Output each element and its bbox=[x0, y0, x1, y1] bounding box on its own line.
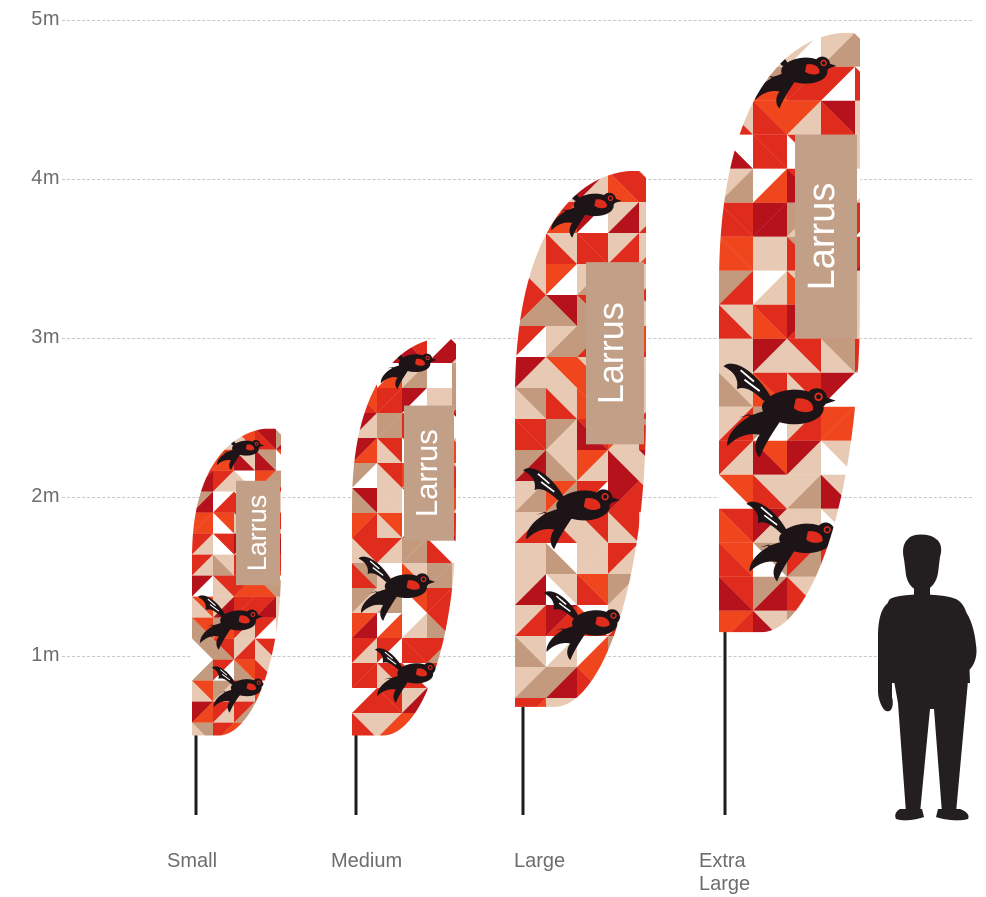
tick-label-2m: 2m bbox=[31, 485, 60, 507]
feather-flag-3: Larrus bbox=[719, 32, 860, 633]
tick-label-3m: 3m bbox=[31, 326, 60, 348]
gridline-4m bbox=[62, 179, 972, 180]
feather-flag-2: Larrus bbox=[515, 171, 646, 707]
feather-flag-0: Larrus bbox=[192, 428, 281, 736]
label-large: Large bbox=[514, 850, 566, 872]
bird-icon-1-b bbox=[358, 556, 436, 621]
feather-flag-1: Larrus bbox=[352, 338, 456, 736]
label-small: Small bbox=[167, 850, 218, 872]
brand-text-2: Larrus bbox=[590, 302, 631, 404]
tick-label-5m: 5m bbox=[31, 8, 60, 30]
brand-panel-2 bbox=[586, 262, 644, 445]
bird-icon-3-c bbox=[746, 501, 842, 582]
gridline-5m bbox=[62, 20, 972, 21]
person-silhouette-icon bbox=[878, 534, 977, 821]
tick-label-1m: 1m bbox=[31, 644, 60, 666]
brand-panel-1 bbox=[404, 405, 454, 541]
label-extra-large: Extra Large bbox=[699, 850, 751, 895]
brand-text-3: Larrus bbox=[801, 183, 843, 291]
brand-text-1: Larrus bbox=[409, 429, 444, 517]
bird-icon-0-b bbox=[197, 595, 263, 650]
label-medium: Medium bbox=[331, 850, 403, 872]
brand-panel-0 bbox=[236, 480, 280, 586]
bird-icon-1-c bbox=[374, 648, 441, 703]
bird-icon-3-b bbox=[723, 363, 836, 458]
brand-panel-3 bbox=[795, 134, 857, 339]
tick-label-4m: 4m bbox=[31, 167, 60, 189]
gridline-3m bbox=[62, 338, 972, 339]
bird-icon-0-c bbox=[211, 666, 268, 713]
bird-icon-2-b bbox=[523, 468, 620, 550]
brand-text-0: Larrus bbox=[242, 495, 272, 572]
